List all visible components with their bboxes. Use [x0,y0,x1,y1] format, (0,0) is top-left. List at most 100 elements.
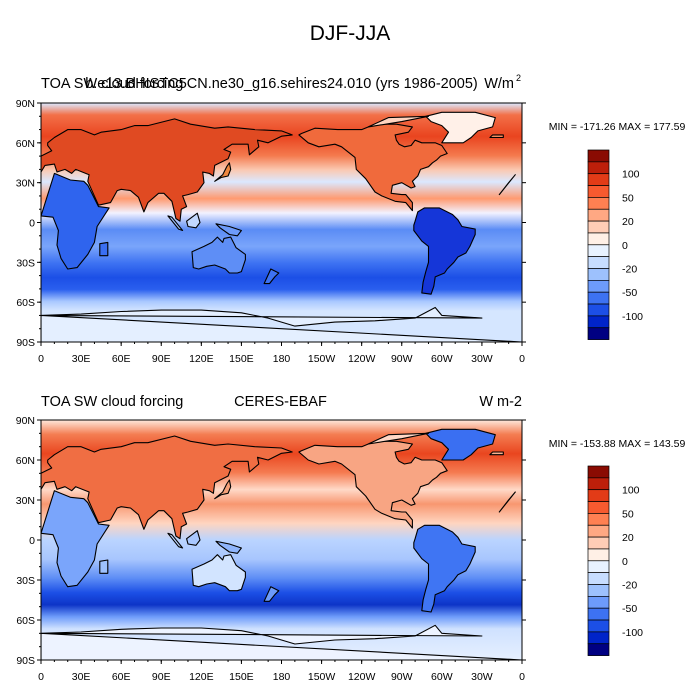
colorbar-box [587,643,610,656]
lon-tick-label: 60E [112,353,131,365]
colorbar-box [587,548,610,562]
colorbar-box [587,477,610,491]
colorbar-box [587,595,610,609]
lon-tick-label: 150W [308,353,336,365]
panel-center-title: b.e13.BHISTC5CN.ne30_g16.sehires24.010 (… [85,76,478,92]
colorbar-label: 0 [622,556,628,568]
colorbar-box [587,173,610,186]
landmass-iceland [489,451,504,456]
colorbar-box [587,536,610,550]
colorbar: 100 50 20 0 -20 -50 -100 [587,465,643,656]
colorbar-label: -20 [622,264,637,276]
colorbar-box [587,631,610,645]
colorbar-box [587,560,610,573]
colorbar-box [587,220,610,234]
panel-units-title: W m-2 [479,394,522,410]
landmass-namerica [298,440,448,529]
lat-tick-label: 30N [16,178,35,190]
landmass-newzealand [263,268,280,285]
landmass-japan [214,162,232,182]
panel-units-superscript: 2 [516,73,521,83]
colorbar-box [587,256,610,269]
landmass-arcticisl [367,432,430,445]
landmass-borneo [186,212,201,229]
panels-root: TOA SW cloud forcingb.e13.BHISTC5CN.ne30… [16,73,686,683]
colorbar-label: 20 [622,532,634,544]
colorbar-box [587,232,610,246]
panel-left-title: TOA SW cloud forcing [41,76,183,92]
lat-tick-label: 90N [16,415,35,427]
colorbar-box [587,465,610,479]
landmass-newguinea [215,540,242,554]
landmass-eurasia [41,118,293,222]
landmass-australia [191,554,246,592]
lon-tick-label: 90W [391,671,413,683]
field-layer [41,103,522,342]
lon-tick-label: 90E [152,671,171,683]
lat-tick-label: 0 [29,535,35,547]
landmass-eurasia [41,435,293,540]
colorbar-box [587,619,610,633]
field-layer [41,420,522,660]
colorbar-box [587,315,610,329]
colorbar-box [587,244,610,258]
lat-tick-label: 30N [16,495,35,507]
lat-tick-label: 60S [16,297,35,309]
colorbar-label: 50 [622,192,634,204]
colorbar-box [587,524,610,538]
landmass-africa [41,490,110,588]
panel-units-title: W/m [484,76,514,92]
colorbar: 100 50 20 0 -20 -50 -100 [587,149,643,340]
lon-tick-label: 60W [431,671,453,683]
landmass-iceland [489,134,504,139]
map-panel-1: TOA SW cloud forcingb.e13.BHISTC5CN.ne30… [16,73,686,365]
lon-tick-label: 120W [348,353,376,365]
lat-tick-label: 30S [16,257,35,269]
colorbar-box [587,197,610,210]
landmass-samerica [413,524,476,613]
lon-tick-label: 30W [471,671,493,683]
colorbar-label: 20 [622,216,634,228]
colorbar-box [587,327,610,340]
min-max-stats: MIN = -153.88 MAX = 143.59 [549,438,686,450]
lat-tick-label: 60N [16,138,35,150]
colorbar-box [587,303,610,317]
lon-tick-label: 120W [348,671,376,683]
landmass-australia [191,236,246,274]
lat-tick-label: 60N [16,455,35,467]
colorbar-label: 100 [622,485,640,497]
colorbar-box [587,489,610,502]
landmass-borneo [186,530,201,546]
colorbar-box [587,149,610,163]
min-max-stats: MIN = -171.26 MAX = 177.59 [549,121,686,133]
landmass-africa [41,172,110,270]
landmass-newzealand [263,586,280,602]
landmass-madagascar [99,559,109,574]
lon-tick-label: 120E [189,671,214,683]
lat-tick-label: 30S [16,575,35,587]
lon-tick-label: 30E [72,353,91,365]
colorbar-label: 100 [622,169,640,181]
map-panel-2: TOA SW cloud forcing CERES-EBAF W m-2 90N 60… [16,394,686,683]
lon-tick-label: 180 [273,671,291,683]
lon-tick-label: 90W [391,353,413,365]
landmass-africa [498,174,516,196]
colorbar-box [587,208,610,222]
lon-tick-label: 90E [152,353,171,365]
landmass-samerica [413,207,476,295]
colorbar-box [587,185,610,198]
colorbar-label: -100 [622,627,643,639]
lon-tick-label: 150E [229,671,254,683]
lon-tick-label: 0 [519,671,525,683]
lon-tick-label: 0 [38,671,44,683]
colorbar-box [587,280,610,293]
landmass-africa [498,491,516,513]
landmass-greenland [425,111,496,144]
lon-tick-label: 180 [273,353,291,365]
colorbar-box [587,161,610,175]
colorbar-box [587,268,610,281]
colorbar-box [587,584,610,597]
landmass-newguinea [215,223,242,237]
lon-tick-label: 30W [471,353,493,365]
